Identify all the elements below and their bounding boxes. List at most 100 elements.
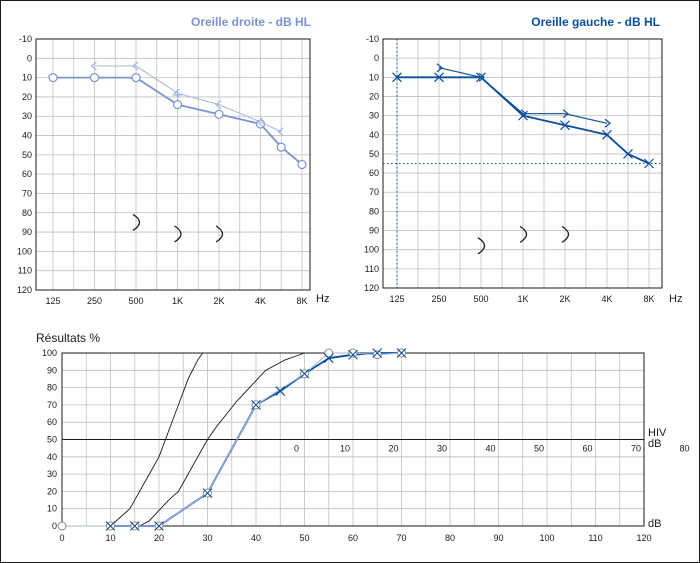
y-tick-label: 100: [364, 245, 379, 255]
series-line: [53, 76, 303, 166]
speech-x-unit: dB: [648, 518, 661, 530]
series-line: [438, 67, 608, 124]
reference-curve: [110, 352, 204, 527]
x-point: [299, 368, 310, 379]
x-tick-label: 40: [251, 533, 261, 543]
x-point: [348, 349, 358, 360]
circle-point: [48, 73, 58, 83]
hiv-tick-label: 80: [679, 444, 689, 454]
x-point: [392, 72, 402, 83]
x-tick-label: 10: [105, 533, 115, 543]
y-tick-label: 80: [47, 383, 57, 393]
x-tick-label: 250: [87, 296, 102, 306]
y-tick-label: 110: [18, 266, 32, 276]
bracket-point: [132, 61, 139, 71]
circle-point: [372, 350, 382, 360]
y-tick-label: 20: [369, 91, 379, 101]
y-tick-label: 0: [27, 53, 32, 63]
y-tick-label: 90: [369, 226, 379, 236]
bracket-point: [436, 63, 443, 73]
speech-hiv-unit: dB: [648, 438, 661, 450]
x-tick-label: 8K: [643, 294, 654, 304]
x-tick-label: 0: [59, 533, 64, 543]
x-tick-label: 500: [473, 294, 488, 304]
x-tick-label: 250: [431, 294, 446, 304]
hiv-tick-label: 30: [437, 444, 447, 454]
y-tick-label: 0: [52, 521, 57, 531]
y-tick-label: 40: [22, 131, 32, 141]
bracket-point: [520, 109, 527, 119]
y-tick-label: 80: [22, 208, 32, 218]
circle-point: [89, 73, 100, 83]
right-ear-series: [48, 61, 307, 243]
x-point: [396, 348, 407, 358]
y-tick-label: 100: [42, 348, 57, 358]
x-tick-label: 500: [128, 296, 143, 306]
bracket-point: [215, 100, 222, 110]
x-tick-label: 8K: [296, 296, 307, 306]
arc-marker: [477, 237, 486, 255]
x-tick-label: 1K: [172, 296, 183, 306]
y-tick-label: -10: [19, 34, 32, 44]
right-ear-panel: Oreille droite - dB HL -10 0 10 20 30 40 50 60 7…: [17, 15, 329, 306]
y-tick-label: 60: [369, 168, 379, 178]
y-tick-label: 50: [47, 435, 57, 445]
circle-point: [297, 159, 307, 170]
left-ear-title: Oreille gauche - dB HL: [531, 15, 660, 29]
left-ear-series: [383, 39, 662, 288]
y-tick-label: 90: [47, 365, 57, 375]
x-point: [372, 348, 383, 358]
circle-point: [214, 109, 224, 119]
x-tick-label: 110: [588, 533, 602, 543]
speech-y-ticks: 0 10 20 30 40 50 60 70 80 90 100: [42, 348, 57, 531]
left-ear-y-ticks: -10 0 10 20 30 40 50 60 70 80 90 100 110 120: [364, 34, 379, 293]
y-tick-label: 100: [17, 246, 32, 256]
bracket-point: [604, 118, 611, 128]
x-tick-label: 60: [348, 533, 358, 543]
hiv-tick-label: 70: [631, 444, 641, 454]
x-tick-label: 30: [202, 533, 212, 543]
arc-marker: [215, 225, 224, 243]
x-tick-label: 4K: [255, 296, 266, 306]
x-point: [105, 521, 116, 531]
y-tick-label: 40: [47, 452, 57, 462]
x-tick-label: 125: [45, 296, 60, 306]
series-line: [94, 65, 282, 133]
x-point: [623, 148, 633, 159]
left-ear-x-unit: Hz: [669, 293, 682, 305]
y-tick-label: 50: [22, 150, 32, 160]
x-tick-label: 4K: [601, 294, 612, 304]
bracket-point: [90, 61, 97, 71]
right-ear-x-ticks: 125 250 500 1K 2K 4K 8K: [45, 296, 307, 306]
x-point: [154, 521, 164, 531]
y-tick-label: 30: [369, 111, 379, 121]
y-tick-label: 10: [369, 72, 379, 82]
y-tick-label: 90: [22, 227, 32, 237]
cross-point: [172, 89, 183, 100]
x-tick-label: 2K: [213, 296, 224, 306]
y-tick-label: 50: [369, 149, 379, 159]
y-tick-label: 10: [22, 73, 32, 83]
y-tick-label: 60: [47, 417, 57, 427]
circle-point: [172, 100, 183, 110]
left-ear-panel: Oreille gauche - dB HL -10 0 10 20 30 40 50 60 7…: [364, 15, 682, 305]
x-tick-label: 2K: [559, 294, 570, 304]
x-tick-label: 70: [396, 533, 406, 543]
hiv-tick-label: 20: [388, 444, 398, 454]
bracket-point: [277, 127, 284, 137]
x-tick-label: 125: [389, 294, 404, 304]
bracket-point: [478, 72, 485, 82]
reference-curve: [139, 352, 305, 527]
circle-point: [324, 348, 334, 358]
right-ear-grid: [35, 38, 311, 291]
x-point: [434, 72, 444, 83]
arc-marker: [132, 213, 141, 231]
y-tick-label: 0: [374, 53, 379, 63]
x-point: [129, 521, 140, 531]
x-point: [275, 386, 286, 396]
speech-title: Résultats %: [36, 331, 100, 345]
x-tick-label: 120: [636, 533, 651, 543]
hiv-tick-label: 0: [294, 444, 299, 454]
